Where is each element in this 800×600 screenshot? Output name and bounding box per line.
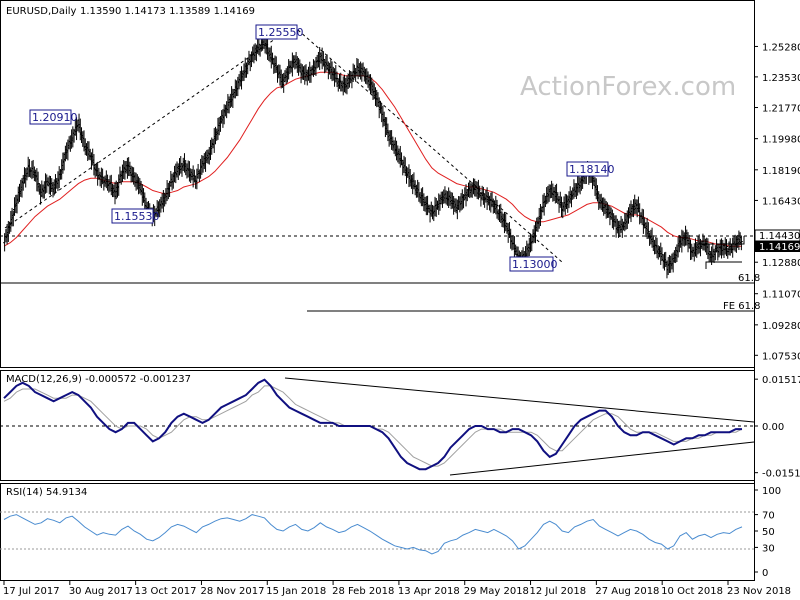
price-panel [0, 0, 755, 368]
x-tick-label: 27 Aug 2018 [595, 586, 659, 597]
macd-y-tick-label: 0.015178 [762, 375, 800, 386]
rsi-y-tick-label: 70 [762, 511, 775, 522]
macd-y-tick-label: 0.00 [762, 422, 784, 433]
watermark: ActionForex.com [520, 72, 736, 102]
price-y-tick-label: 1.09280 [762, 321, 800, 332]
x-tick-label: 23 Nov 2018 [727, 586, 791, 597]
price-y-tick-label: 1.07530 [762, 351, 800, 362]
price-y-tick-label: 1.18190 [762, 166, 800, 177]
ohlc-bar [462, 194, 466, 209]
price-y-tick-label: 1.21770 [762, 104, 800, 115]
label-61-8: 61.8 [738, 273, 760, 284]
trendline-falling [297, 29, 563, 263]
x-tick-label: 10 Oct 2018 [661, 586, 723, 597]
x-tick-label: 29 May 2018 [464, 586, 529, 597]
rsi-y-tick-label: 0 [762, 568, 768, 579]
axis-box-current-price: 1.14169 [759, 242, 800, 253]
label-115530: 1.15530 [114, 210, 160, 223]
range-bracket-low [705, 261, 742, 269]
x-tick-label: 15 Jan 2018 [266, 586, 326, 597]
price-y-tick-label: 1.16430 [762, 196, 800, 207]
price-y-tick-label: 1.11070 [762, 290, 800, 301]
ohlc-bar [724, 239, 728, 257]
label-fe-61-8: FE 61.8 [723, 301, 761, 312]
ma-line-group [3, 71, 742, 247]
x-tick-label: 17 Jul 2017 [3, 586, 60, 597]
price-y-axis: 1.25280 1.23530 1.21770 1.19980 1.18190 1.164… [754, 42, 800, 362]
rsi-y-tick-label: 50 [762, 527, 775, 538]
macd-main-line [3, 378, 742, 471]
rsi-line-group [3, 514, 743, 555]
rsi-title: RSI(14) 54.9134 [6, 487, 87, 498]
price-y-tick-label: 1.23530 [762, 73, 800, 84]
price-labels: 1.20910 1.25550 1.15530 1.18140 1.13000 … [29, 24, 761, 312]
trendline-rising [4, 31, 286, 229]
x-axis: 17 Jul 2017 30 Aug 2017 13 Oct 2017 28 Nov … [3, 581, 791, 597]
rsi-panel [0, 483, 755, 581]
price-bars [3, 33, 743, 279]
label-113000: 1.13000 [512, 258, 558, 271]
axis-box-14430: 1.14430 [759, 231, 800, 242]
rsi-y-axis: 100 70 50 30 0 [754, 486, 781, 579]
x-tick-label: 13 Oct 2017 [135, 586, 197, 597]
chart-header-ohlc: 1.13590 1.14173 1.13589 1.14169 [80, 6, 255, 17]
label-120910: 1.20910 [32, 111, 78, 124]
chart-header-symbol: EURUSD,Daily [6, 6, 77, 17]
macd-lines [3, 378, 743, 471]
macd-trendline-lower [449, 441, 755, 476]
macd-title: MACD(12,26,9) -0.000572 -0.001237 [6, 374, 191, 385]
label-118140: 1.18140 [569, 163, 615, 176]
price-y-tick-label: 1.12880 [762, 258, 800, 269]
ohlc-bar [335, 71, 339, 88]
x-tick-label: 13 Apr 2018 [398, 586, 460, 597]
x-tick-label: 28 Nov 2017 [200, 586, 264, 597]
price-y-tick-label: 1.25280 [762, 42, 800, 53]
macd-y-tick-label: -0.015126 [762, 469, 800, 480]
rsi-y-tick-label: 30 [762, 543, 775, 554]
price-y-tick-label: 1.19980 [762, 135, 800, 146]
macd-trendline-upper [284, 377, 755, 423]
rsi-line [3, 514, 743, 555]
ohlc-bar [739, 235, 743, 251]
x-tick-label: 30 Aug 2017 [69, 586, 133, 597]
label-125550: 1.25550 [258, 26, 304, 39]
x-tick-label: 12 Jul 2018 [530, 586, 587, 597]
moving-average-line [3, 71, 742, 247]
macd-y-axis: 0.015178 0.00 -0.015126 [754, 375, 800, 480]
x-tick-label: 28 Feb 2018 [332, 586, 394, 597]
rsi-y-tick-label: 100 [762, 486, 781, 497]
